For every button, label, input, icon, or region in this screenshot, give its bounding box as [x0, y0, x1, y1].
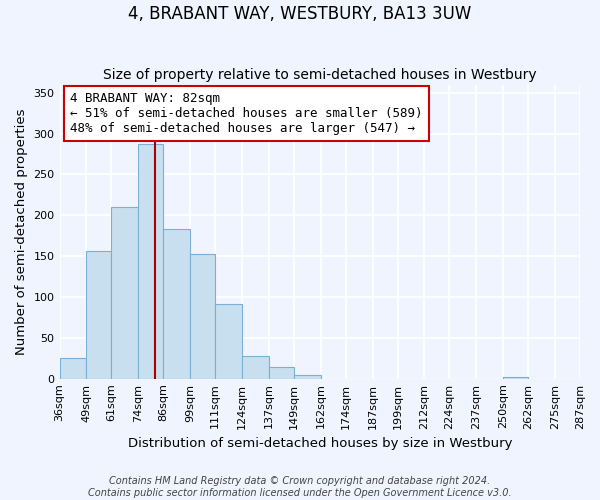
Bar [190, 254, 215, 378]
Bar [59, 358, 86, 378]
Bar [86, 251, 112, 378]
Text: Contains HM Land Registry data © Crown copyright and database right 2024.
Contai: Contains HM Land Registry data © Crown c… [88, 476, 512, 498]
Bar [294, 374, 321, 378]
X-axis label: Distribution of semi-detached houses by size in Westbury: Distribution of semi-detached houses by … [128, 437, 512, 450]
Bar [215, 304, 242, 378]
Title: Size of property relative to semi-detached houses in Westbury: Size of property relative to semi-detach… [103, 68, 536, 82]
Bar [503, 377, 528, 378]
Text: 4 BRABANT WAY: 82sqm
← 51% of semi-detached houses are smaller (589)
48% of semi: 4 BRABANT WAY: 82sqm ← 51% of semi-detac… [70, 92, 422, 135]
Bar [242, 356, 269, 378]
Bar [163, 229, 190, 378]
Y-axis label: Number of semi-detached properties: Number of semi-detached properties [15, 108, 28, 355]
Text: 4, BRABANT WAY, WESTBURY, BA13 3UW: 4, BRABANT WAY, WESTBURY, BA13 3UW [128, 5, 472, 23]
Bar [269, 367, 294, 378]
Bar [112, 207, 139, 378]
Bar [139, 144, 163, 378]
